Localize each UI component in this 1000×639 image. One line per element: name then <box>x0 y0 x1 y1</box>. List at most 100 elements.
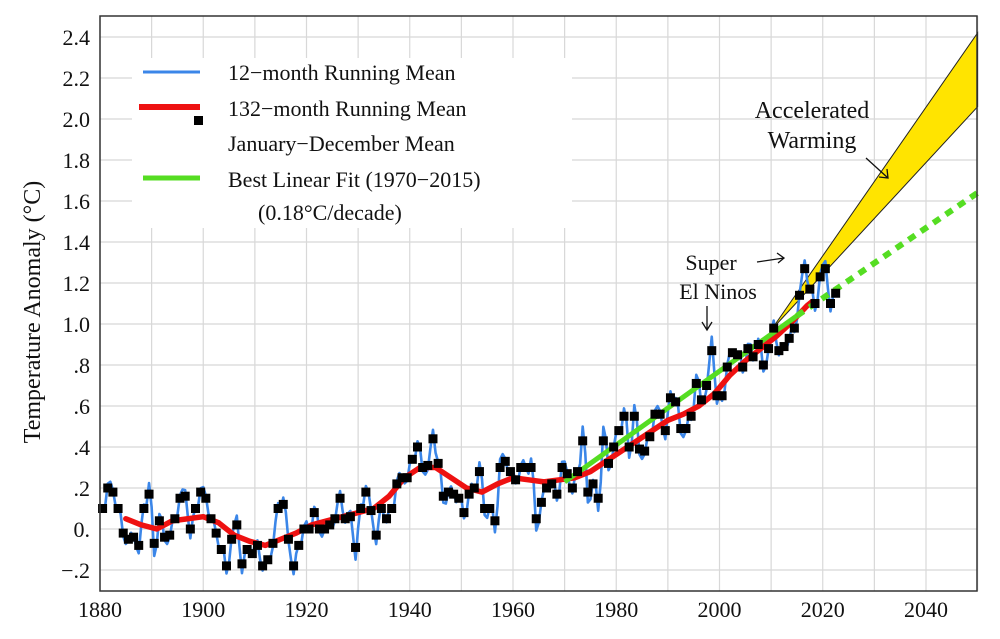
annual-mean-point <box>294 540 304 550</box>
annual-mean-point <box>397 473 407 483</box>
annual-mean-point <box>196 487 206 497</box>
y-tick-label: 1.4 <box>63 230 91 255</box>
annual-mean-point <box>774 346 784 356</box>
series <box>98 190 980 576</box>
annual-mean-point <box>733 350 743 360</box>
annual-mean-point <box>758 360 768 370</box>
legend-label-12-month: 12−month Running Mean <box>228 60 456 85</box>
annual-mean-point <box>242 545 252 554</box>
annual-mean-point <box>831 288 841 298</box>
arrow-icon <box>865 157 889 179</box>
x-tick-label: 2020 <box>801 597 845 622</box>
annual-mean-point <box>810 299 820 308</box>
annual-mean-point <box>149 538 159 548</box>
annual-mean-point <box>609 442 619 452</box>
annual-mean-point <box>495 463 505 472</box>
annual-mean-point <box>356 504 366 513</box>
y-tick-label: .2 <box>74 476 91 501</box>
y-tick-label: 0. <box>74 517 91 542</box>
annual-mean-point <box>474 467 484 477</box>
annual-mean-point <box>531 514 541 524</box>
legend-note-rate: (0.18°C/decade) <box>258 200 402 225</box>
x-tick-label: 1900 <box>181 597 225 622</box>
annual-mean-point <box>707 346 717 356</box>
annual-mean-point <box>345 512 355 522</box>
annual-mean-point <box>309 508 319 518</box>
annual-mean-point <box>351 542 361 552</box>
annual-mean-point <box>753 340 763 349</box>
annual-mean-point <box>221 561 231 571</box>
y-tick-label: 2.2 <box>63 66 91 91</box>
annual-mean-point <box>154 516 164 526</box>
annual-mean-point <box>299 524 309 534</box>
annual-mean-point <box>536 497 546 507</box>
annual-mean-point <box>211 528 221 538</box>
annual-mean-point <box>516 463 526 472</box>
annual-mean-point <box>366 506 376 516</box>
y-tick-label: −.2 <box>61 558 90 583</box>
annual-mean-point <box>139 504 149 513</box>
annual-mean-point <box>438 491 448 501</box>
y-tick-label: .6 <box>74 394 91 419</box>
annual-mean-point <box>738 362 748 372</box>
annual-mean-point <box>779 342 789 352</box>
annual-mean-point <box>201 493 211 503</box>
annual-mean-point <box>526 463 536 472</box>
annual-mean-point <box>325 520 335 530</box>
annual-mean-point <box>98 504 108 513</box>
annual-mean-point <box>103 483 113 493</box>
annual-mean-point <box>505 467 515 477</box>
annotation-accelerated-line2: Warming <box>768 128 857 154</box>
annual-mean-point <box>216 545 226 554</box>
annual-mean-point <box>459 508 469 518</box>
annual-mean-point <box>547 479 557 489</box>
annual-mean-point <box>123 534 133 544</box>
series-linear-fit-extension <box>795 190 980 319</box>
annual-mean-point <box>382 514 392 524</box>
annual-mean-point <box>557 463 567 472</box>
annual-mean-point <box>573 467 583 477</box>
annual-mean-point <box>789 323 799 333</box>
annual-mean-point <box>392 479 402 489</box>
annual-mean-point <box>252 540 262 550</box>
annual-mean-point <box>702 381 712 390</box>
annual-mean-point <box>578 436 588 446</box>
legend: 12−month Running Mean 132−month Running … <box>132 58 572 228</box>
annual-mean-point <box>743 344 753 354</box>
annual-mean-point <box>645 432 655 442</box>
y-tick-label: 1.8 <box>63 148 91 173</box>
x-tick-label: 1960 <box>491 597 535 622</box>
annual-mean-point <box>542 483 552 493</box>
annual-mean-point <box>428 434 438 444</box>
annual-mean-point <box>485 504 495 513</box>
annual-mean-point <box>278 499 288 509</box>
annual-mean-point <box>418 463 428 472</box>
legend-label-annual: January−December Mean <box>228 131 455 156</box>
legend-label-linear-fit: Best Linear Fit (1970−2015) <box>228 167 481 192</box>
legend-label-132-month: 132−month Running Mean <box>228 96 467 121</box>
annual-mean-point <box>165 530 175 540</box>
annual-mean-point <box>727 348 737 358</box>
annual-mean-point <box>769 323 779 333</box>
annual-mean-point <box>521 463 531 472</box>
x-tick-label: 1920 <box>285 597 329 622</box>
annual-mean-point <box>449 489 459 499</box>
annual-mean-point <box>376 504 386 513</box>
annotation-super-el-ninos: Super El Ninos <box>679 250 786 332</box>
series-12-month-running-mean <box>101 259 837 576</box>
annual-mean-point <box>800 264 810 274</box>
y-tick-label: 1.2 <box>63 271 91 296</box>
annual-mean-point <box>407 454 417 464</box>
y-tick-label: 1.6 <box>63 189 91 214</box>
annual-mean-point <box>712 391 722 401</box>
annual-mean-point <box>588 479 598 489</box>
series-132-month-running-mean <box>123 298 816 549</box>
annual-mean-point <box>681 424 691 434</box>
y-tick-label: 1.0 <box>63 312 91 337</box>
annual-mean-point <box>825 299 835 308</box>
annual-mean-point <box>454 493 464 503</box>
annual-mean-point <box>191 504 201 513</box>
annual-mean-point <box>361 487 371 497</box>
annotation-accelerated-warming: Accelerated Warming <box>755 98 889 179</box>
